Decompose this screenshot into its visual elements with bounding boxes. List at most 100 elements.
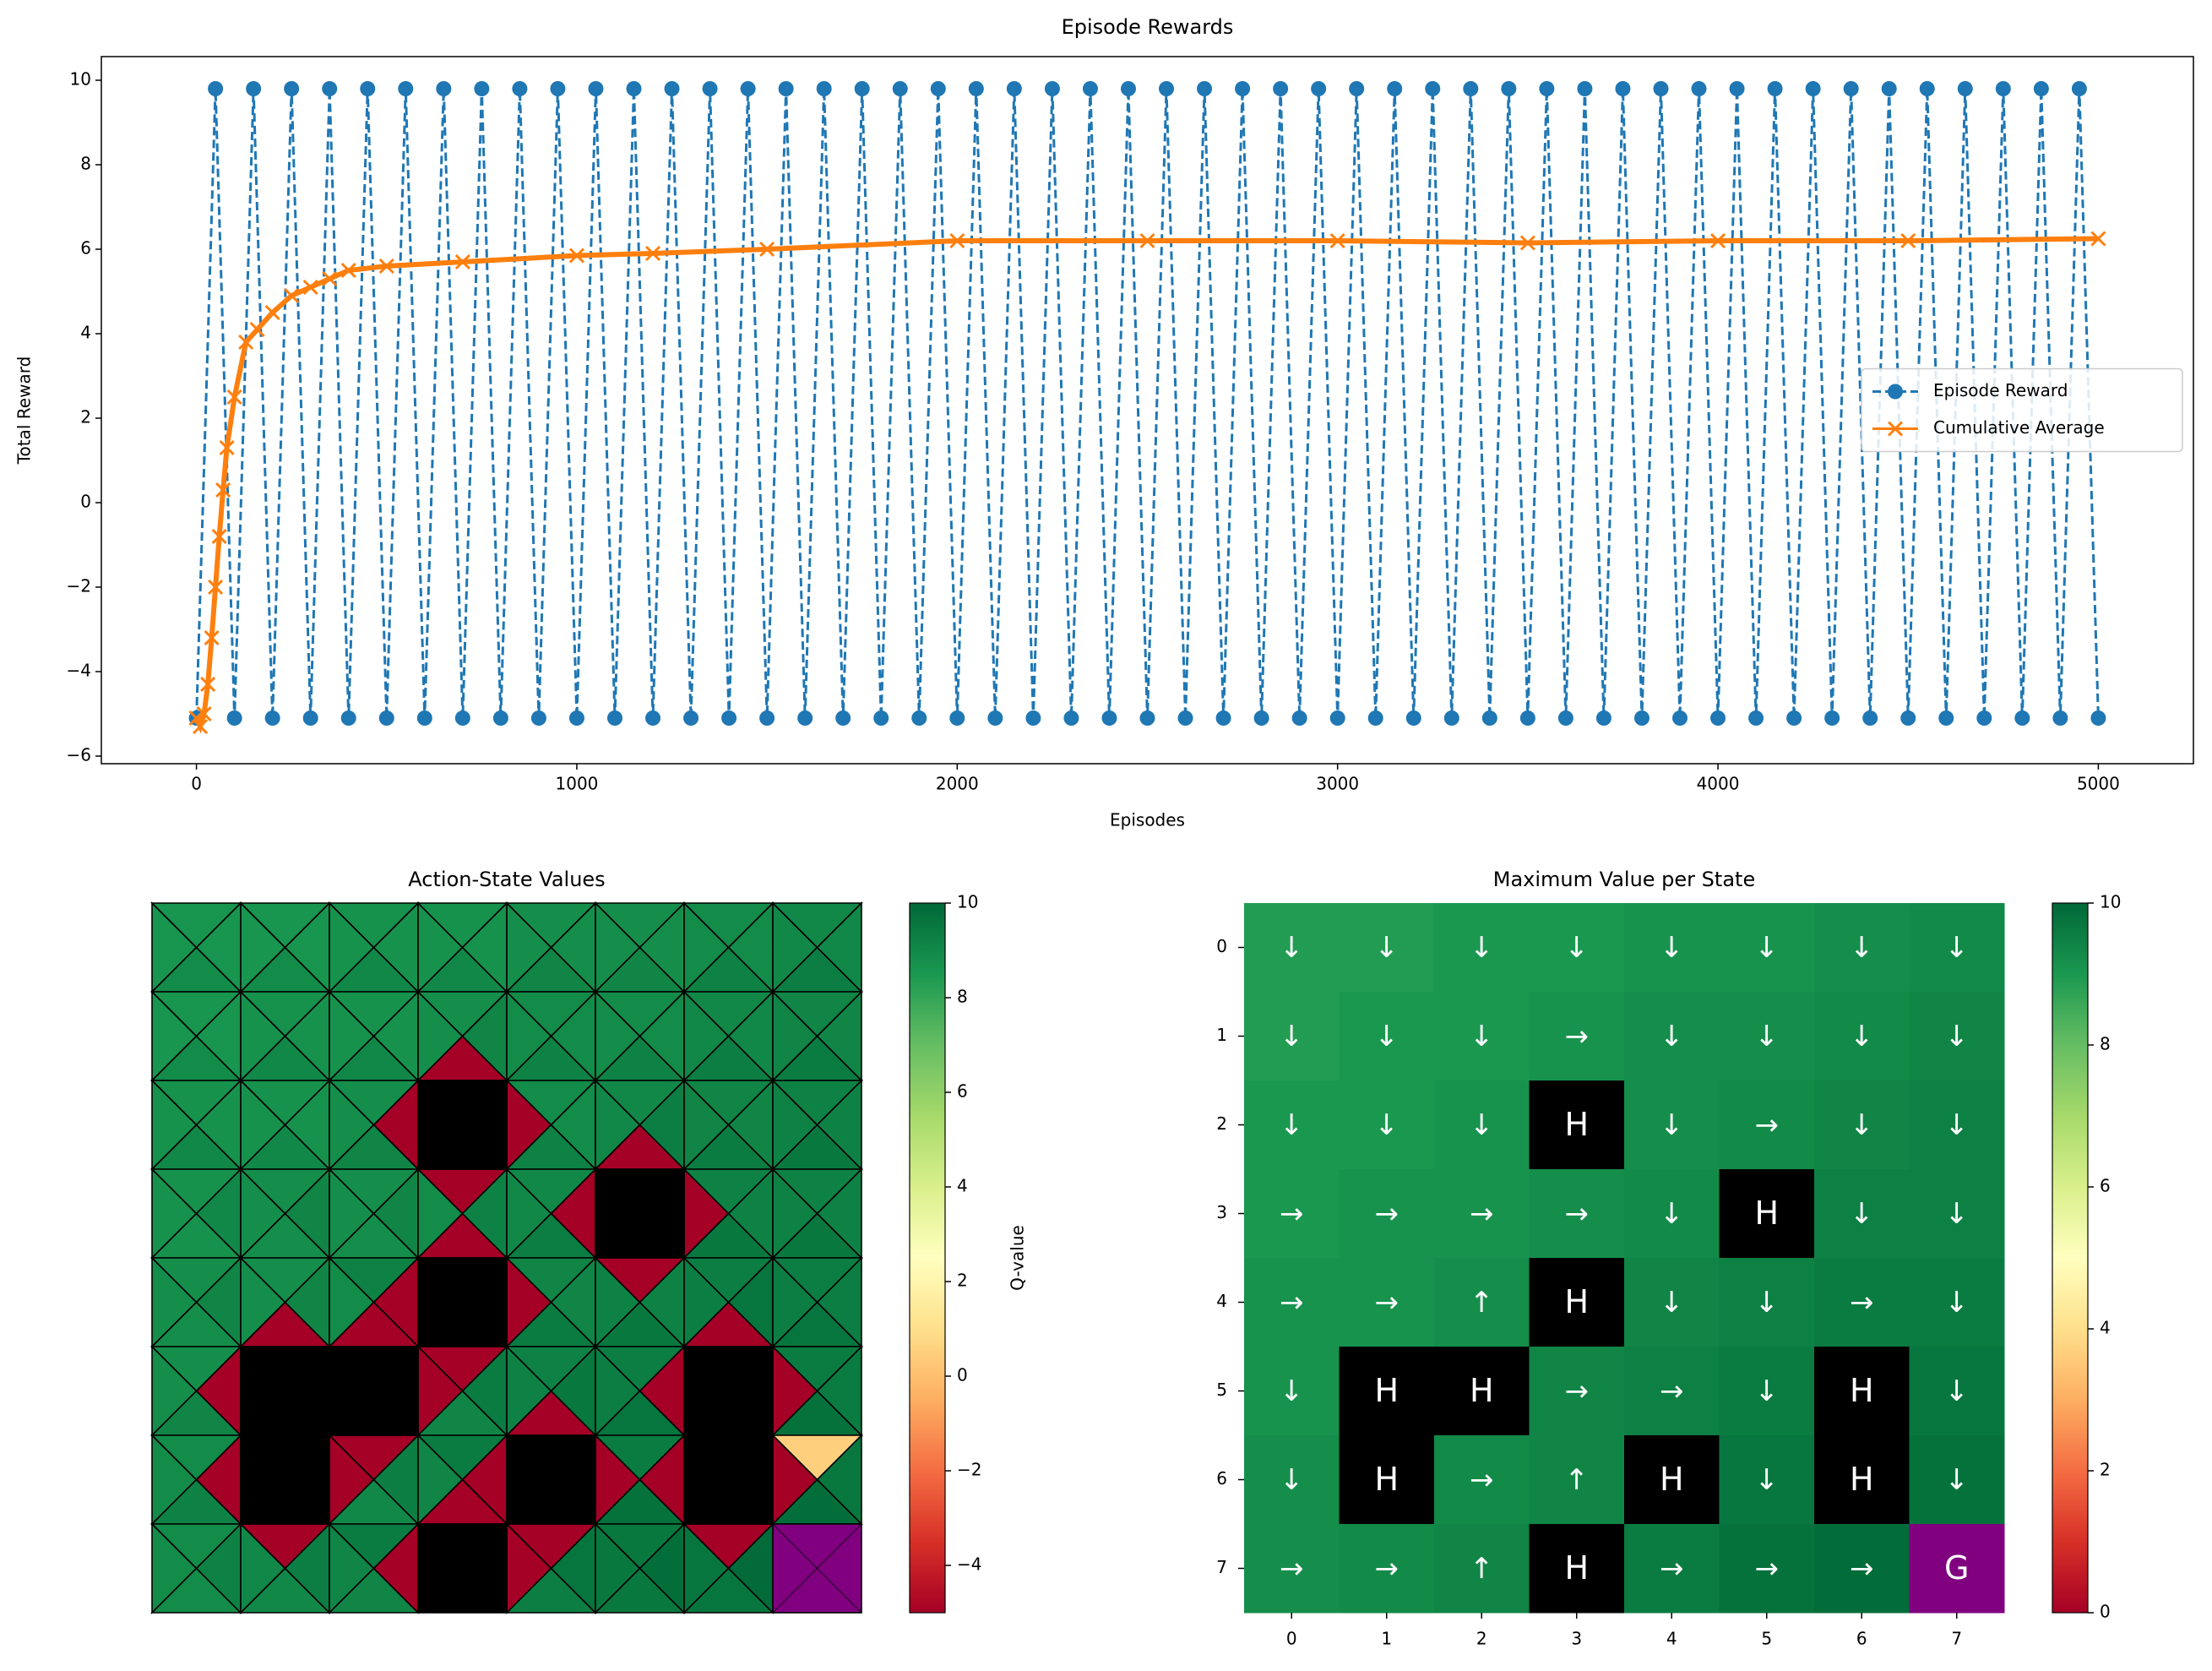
cell-annotation: → xyxy=(1755,1108,1780,1142)
marker-stroke xyxy=(1329,232,1345,249)
action-triangle xyxy=(328,1168,420,1215)
marker xyxy=(200,676,216,693)
marker xyxy=(1139,710,1155,726)
action-triangle xyxy=(594,902,686,949)
cell-annotation: ↓ xyxy=(1375,931,1399,965)
marker xyxy=(1976,710,1992,726)
x-tick-label: 2 xyxy=(1476,1629,1487,1649)
action-triangle xyxy=(505,991,597,1037)
hole-cell xyxy=(1339,1347,1435,1436)
marker xyxy=(322,81,338,96)
y-tick-label: 0 xyxy=(80,492,91,512)
marker xyxy=(1443,710,1459,726)
action-triangle xyxy=(771,1434,863,1481)
marker-stroke xyxy=(211,528,227,545)
marker xyxy=(226,710,242,726)
marker-stroke xyxy=(226,389,242,406)
marker xyxy=(1881,81,1897,96)
cell-annotation: ↑ xyxy=(1470,1552,1494,1586)
chart-title: Maximum Value per State xyxy=(1493,868,1755,891)
x-tick-label: 3 xyxy=(1571,1629,1582,1649)
heatmap-cell xyxy=(1909,1169,2005,1259)
x-tick-label: 0 xyxy=(1286,1629,1297,1649)
marker xyxy=(340,262,356,279)
hole-cell xyxy=(240,1434,330,1525)
cell-annotation: H xyxy=(1564,1106,1589,1143)
y-tick-label: 4 xyxy=(80,323,91,343)
marker xyxy=(1710,710,1726,726)
colorbar-tick-label: 0 xyxy=(957,1365,968,1385)
cell-annotation: ↓ xyxy=(1375,1108,1399,1142)
action-triangle xyxy=(594,1080,686,1126)
cell-annotation: ↓ xyxy=(1660,931,1684,965)
heatmap-cell xyxy=(1244,1258,1340,1347)
heatmap-cell xyxy=(1529,1435,1625,1525)
marker xyxy=(2014,710,2030,726)
action-triangle xyxy=(594,1523,686,1570)
marker xyxy=(797,710,813,726)
hole-cell xyxy=(1529,1524,1625,1614)
marker xyxy=(987,710,1003,726)
cell-annotation: H xyxy=(1374,1372,1399,1409)
action-triangle xyxy=(328,902,420,949)
marker xyxy=(1595,710,1611,726)
marker xyxy=(816,81,832,96)
heatmap-cell xyxy=(1434,1435,1530,1525)
marker xyxy=(759,241,775,258)
cell-annotation: ↓ xyxy=(1755,1020,1780,1053)
hole-cell xyxy=(329,1346,419,1436)
cell-annotation: ↓ xyxy=(1280,1374,1304,1408)
hole-cell xyxy=(1529,1258,1625,1347)
marker xyxy=(1235,81,1251,96)
marker xyxy=(1387,81,1403,96)
marker-stroke xyxy=(193,718,209,735)
cell-annotation: → xyxy=(1470,1197,1494,1231)
cell-annotation: ↓ xyxy=(1850,1197,1874,1231)
cell-annotation: → xyxy=(1280,1197,1304,1231)
action-triangle xyxy=(416,1434,508,1481)
marker xyxy=(208,81,224,96)
marker xyxy=(1900,232,1916,249)
heatmap-cell xyxy=(1909,1258,2005,1347)
cell-annotation: ↓ xyxy=(1850,1108,1874,1142)
action-triangle xyxy=(328,1257,420,1304)
cell-annotation: ↓ xyxy=(1755,1286,1780,1320)
marker xyxy=(302,279,318,296)
colorbar-tick-label: 10 xyxy=(2100,892,2121,912)
heatmap-cell xyxy=(1814,903,1910,993)
marker xyxy=(302,710,318,726)
hole-cell xyxy=(417,1080,508,1170)
marker-stroke xyxy=(188,710,204,727)
cell-annotation: → xyxy=(1375,1286,1399,1320)
action-triangle xyxy=(682,1257,774,1304)
marker xyxy=(188,710,204,727)
colorbar-tick-label: 8 xyxy=(2100,1034,2111,1054)
x-tick-label: 1000 xyxy=(556,774,599,794)
marker xyxy=(1367,710,1383,726)
marker xyxy=(1900,710,1916,726)
cell-annotation: ↓ xyxy=(1945,1108,1970,1142)
marker xyxy=(1672,710,1688,726)
heatmap-cell xyxy=(1339,1258,1435,1347)
hole-cell xyxy=(1529,1080,1625,1170)
y-tick-label: 4 xyxy=(1216,1291,1227,1311)
action-triangle xyxy=(594,991,686,1037)
cell-annotation: → xyxy=(1660,1374,1684,1408)
heatmap-cell xyxy=(1814,992,1910,1081)
cell-annotation: → xyxy=(1375,1552,1399,1586)
marker xyxy=(664,81,680,96)
action-triangle xyxy=(328,1080,420,1126)
marker xyxy=(264,710,280,726)
cell-annotation: ↓ xyxy=(1470,931,1494,965)
marker xyxy=(1767,81,1783,96)
marker-stroke xyxy=(264,304,280,321)
y-tick-label: 8 xyxy=(80,154,91,174)
marker xyxy=(1425,81,1441,96)
marker xyxy=(204,629,220,646)
action-triangle xyxy=(239,902,331,949)
x-tick-label: 6 xyxy=(1856,1629,1867,1649)
marker xyxy=(1615,81,1631,96)
cell-annotation: ↓ xyxy=(1280,1463,1304,1497)
marker xyxy=(645,710,661,726)
